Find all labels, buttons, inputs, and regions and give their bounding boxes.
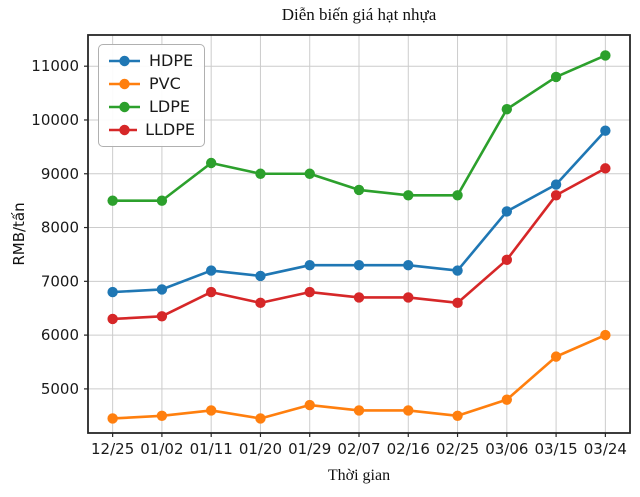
y-axis-label: RMB/tấn [10,202,28,266]
x-tick-label: 01/29 [288,440,331,458]
data-point-LLDPE [205,286,217,298]
data-point-PVC [452,410,463,421]
data-point-LLDPE [353,292,365,303]
data-point-LDPE [205,157,217,169]
legend-label: HDPE [149,51,194,70]
data-point-LLDPE [600,163,611,174]
legend-label: PVC [149,74,181,93]
data-point-HDPE [550,179,562,190]
legend-item-LLDPE: LLDPE [108,120,195,140]
data-point-LDPE [600,50,611,61]
data-point-PVC [304,399,315,411]
legend-label: LLDPE [145,120,195,139]
data-point-LDPE [550,71,562,83]
x-tick-label: 03/15 [534,440,577,458]
y-tick-label: 7000 [41,272,79,290]
data-point-PVC [156,410,168,421]
x-tick-label: 02/07 [337,440,380,458]
y-tick-label: 10000 [31,111,79,129]
data-point-LDPE [501,104,513,115]
data-point-LLDPE [501,254,513,266]
data-point-HDPE [452,265,463,276]
y-tick-label: 8000 [41,219,79,237]
chart-title: Diễn biến giá hạt nhựa [281,5,437,24]
legend-label: LDPE [149,97,190,116]
data-point-LDPE [156,195,168,206]
y-tick-label: 9000 [41,165,79,183]
legend-item-HDPE: HDPE [108,51,195,71]
x-tick-label: 02/16 [387,440,430,458]
data-point-LLDPE [304,286,315,298]
legend-item-PVC: PVC [108,74,195,94]
data-point-LLDPE [550,190,562,201]
x-tick-label: 01/02 [140,440,183,458]
data-point-HDPE [255,270,266,282]
data-point-PVC [501,394,513,405]
axes-border [87,34,631,434]
data-point-LDPE [403,190,414,201]
data-point-LDPE [107,195,118,206]
x-tick-label: 03/24 [584,440,627,458]
data-point-LDPE [255,168,266,179]
data-point-PVC [550,351,562,362]
data-point-LDPE [452,190,463,201]
x-tick-label: 12/25 [91,440,134,458]
y-tick-label: 5000 [41,380,79,398]
data-point-PVC [403,405,414,416]
x-axis-label: Thời gian [327,467,391,484]
legend-marker-PVC [109,78,140,90]
data-point-LLDPE [156,311,168,322]
data-point-HDPE [304,259,315,271]
data-point-PVC [255,413,266,424]
x-tick-label: 01/11 [190,440,233,458]
data-point-HDPE [353,259,365,271]
x-tick-label: 02/25 [436,440,479,458]
data-point-HDPE [156,284,168,295]
data-point-HDPE [107,286,118,298]
data-point-LLDPE [107,313,118,325]
legend-marker-HDPE [109,55,140,67]
data-point-HDPE [501,206,513,217]
legend: HDPE PVC LDPE LLDPE [98,44,205,147]
data-point-LLDPE [452,297,463,309]
x-tick-label: 01/20 [239,440,282,458]
data-point-PVC [107,413,118,424]
data-point-HDPE [205,265,217,276]
y-tick-label: 6000 [41,326,79,344]
data-point-LDPE [304,168,315,179]
data-point-LLDPE [255,297,266,309]
data-point-LLDPE [403,292,414,303]
data-point-PVC [353,405,365,416]
data-point-PVC [205,405,217,416]
legend-marker-LLDPE [109,124,138,136]
y-tick-label: 11000 [31,57,79,75]
data-point-LDPE [353,184,365,196]
data-point-HDPE [403,259,414,271]
data-point-PVC [600,329,611,341]
x-tick-label: 03/06 [485,440,528,458]
data-point-HDPE [600,125,611,136]
legend-marker-LDPE [109,101,140,113]
legend-item-LDPE: LDPE [108,97,195,117]
